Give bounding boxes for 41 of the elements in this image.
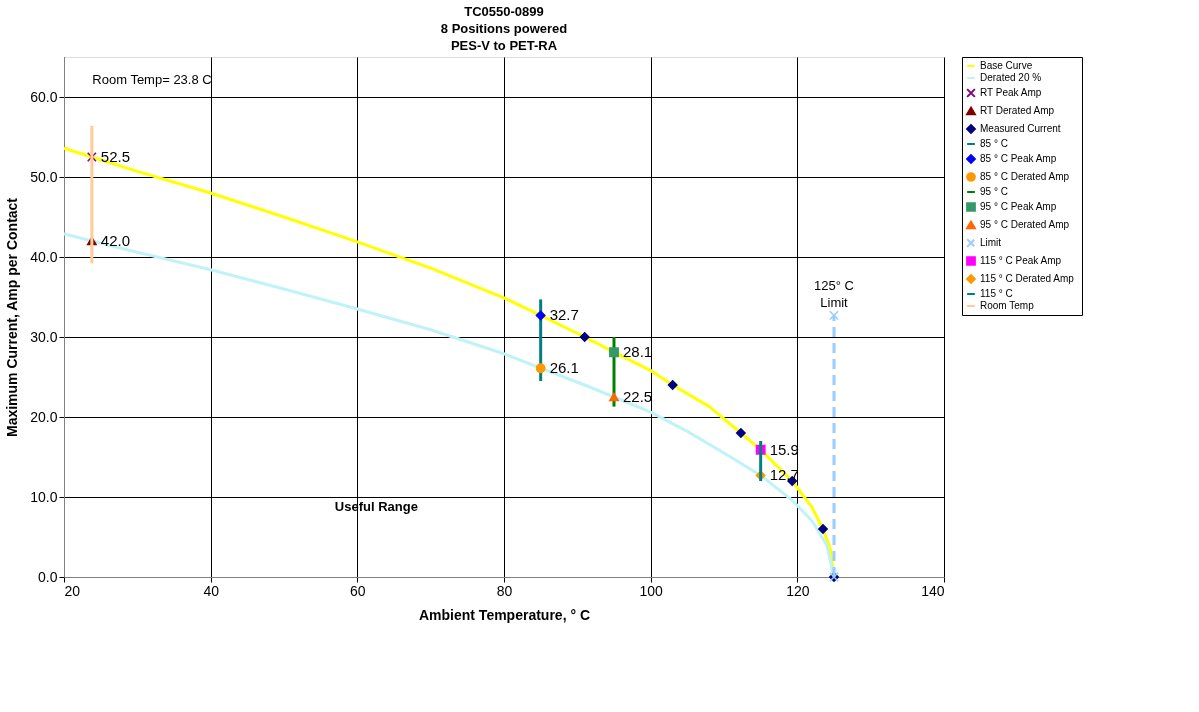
y-tick-label: 0.0 [38, 568, 58, 585]
legend-label: 115 ° C Peak Amp [980, 255, 1062, 266]
x-tick-label: 120 [786, 582, 810, 599]
x-tick-label: 100 [639, 582, 664, 599]
y-axis-title: Maximum Current, Amp per Contact [4, 197, 21, 438]
x-tick-label: 80 [496, 582, 513, 599]
legend-label: Room Temp [980, 300, 1035, 311]
legend-label: 115 ° C [980, 288, 1013, 299]
y-tick-label: 60.0 [30, 88, 58, 105]
data-label: 28.1 [623, 343, 653, 361]
legend-label: 95 ° C Derated Amp [980, 219, 1070, 230]
legend-label: 85 ° C Peak Amp [980, 153, 1057, 164]
legend-label: 85 ° C Derated Amp [980, 171, 1070, 182]
x-tick-label: 140 [921, 582, 945, 599]
legend-label: 95 ° C Peak Amp [980, 201, 1057, 212]
y-tick-label: 20.0 [30, 408, 58, 425]
x-axis-title: Ambient Temperature, ° C [418, 606, 591, 623]
x-tick-label: 40 [203, 582, 220, 599]
legend-label: Base Curve [980, 60, 1033, 71]
data-label: 22.5 [623, 388, 653, 405]
x-tick-label: 20 [64, 582, 81, 599]
y-tick-label: 30.0 [30, 328, 58, 345]
legend-label: RT Peak Amp [980, 87, 1042, 98]
data-label: 52.5 [100, 148, 131, 165]
chart-title: TC0550-0899 8 Positions powered PES-V to PET-RA [440, 3, 568, 53]
data-label: 26.1 [549, 359, 579, 377]
legend-label: 115 ° C Derated Amp [980, 273, 1075, 284]
legend-label: Measured Current [980, 123, 1061, 134]
x-tick-label: 60 [350, 582, 366, 599]
legend-label: 95 ° C [980, 186, 1008, 197]
data-label: 42.0 [100, 232, 131, 249]
data-label: 32.7 [549, 306, 579, 324]
annotation: Room Temp= 23.8 C [92, 72, 212, 88]
legend-label: RT Derated Amp [980, 105, 1055, 116]
legend-label: Limit [980, 237, 1002, 248]
legend-label: 85 ° C [980, 138, 1008, 149]
legend-label: Derated 20 % [980, 72, 1042, 83]
annotation: 125° C Limit [814, 277, 854, 310]
y-tick-label: 40.0 [30, 248, 58, 265]
y-tick-label: 50.0 [30, 168, 58, 185]
y-tick-label: 10.0 [30, 488, 58, 505]
